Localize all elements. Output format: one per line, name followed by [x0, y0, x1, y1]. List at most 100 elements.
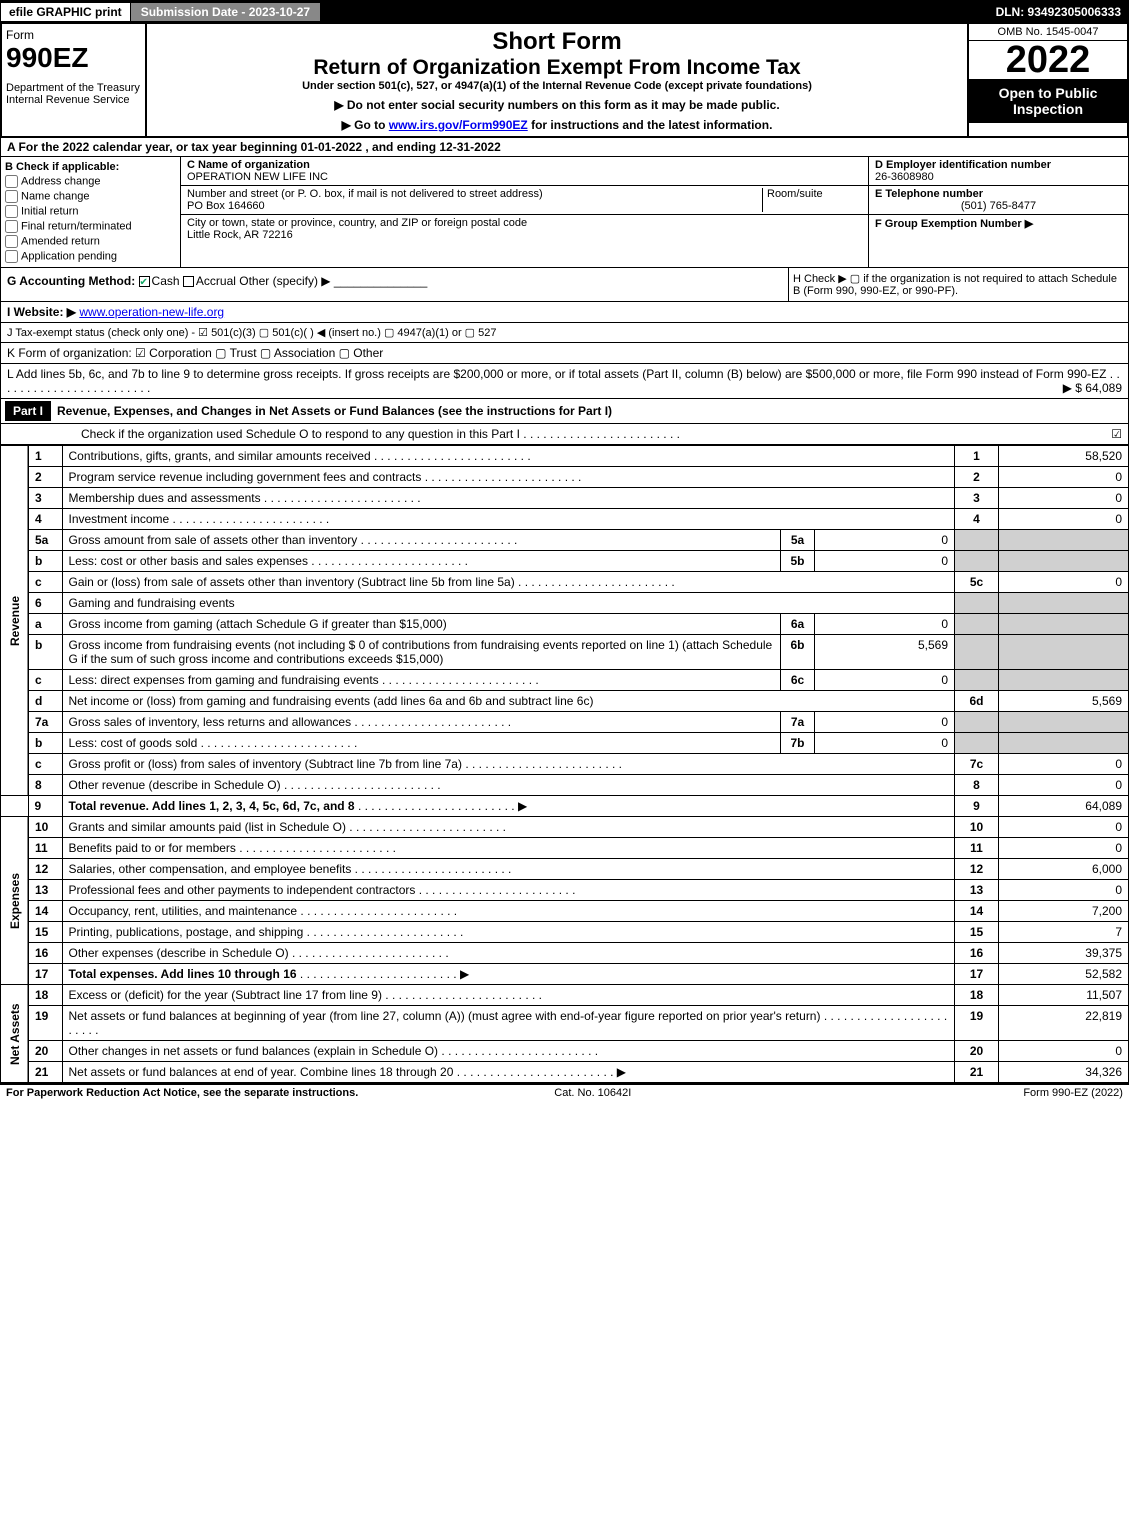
amount: 0 — [999, 467, 1129, 488]
chk-amended-return[interactable]: Amended return — [5, 235, 176, 248]
line-col: 18 — [955, 985, 999, 1006]
section-c: C Name of organization OPERATION NEW LIF… — [181, 157, 868, 267]
section-b: B Check if applicable: Address change Na… — [1, 157, 181, 267]
chk-name-change[interactable]: Name change — [5, 190, 176, 203]
row-num: b — [28, 551, 62, 572]
sub-value: 0 — [815, 614, 955, 635]
row-desc: Total revenue. Add lines 1, 2, 3, 4, 5c,… — [69, 799, 355, 813]
row-desc: Gross income from gaming (attach Schedul… — [62, 614, 781, 635]
table-row: 17Total expenses. Add lines 10 through 1… — [1, 964, 1129, 985]
row-desc: Grants and similar amounts paid (list in… — [69, 820, 506, 834]
footer-mid: Cat. No. 10642I — [554, 1087, 631, 1099]
row-num: 18 — [28, 985, 62, 1006]
chk-accrual[interactable] — [183, 276, 194, 287]
chk-application-pending[interactable]: Application pending — [5, 250, 176, 263]
sub-line: 6c — [781, 670, 815, 691]
inspection-badge: Open to Public Inspection — [969, 79, 1127, 123]
row-num: 2 — [28, 467, 62, 488]
g-h-block: G Accounting Method: Cash Accrual Other … — [0, 268, 1129, 302]
row-num: 9 — [28, 796, 62, 817]
l-amount: ▶ $ 64,089 — [1063, 381, 1122, 395]
expenses-side-label: Expenses — [1, 817, 29, 985]
footer-right: Form 990-EZ (2022) — [1023, 1087, 1123, 1099]
row-desc: Net assets or fund balances at beginning… — [69, 1009, 948, 1037]
line-col: 3 — [955, 488, 999, 509]
financial-table: Revenue 1Contributions, gifts, grants, a… — [0, 445, 1129, 1083]
amount: 0 — [999, 754, 1129, 775]
row-num: 17 — [28, 964, 62, 985]
addr-label: Number and street (or P. O. box, if mail… — [187, 188, 543, 200]
line-col: 9 — [955, 796, 999, 817]
chk-label: Initial return — [21, 205, 78, 217]
amount: 0 — [999, 775, 1129, 796]
irs-link[interactable]: www.irs.gov/Form990EZ — [389, 118, 528, 132]
table-row: Net Assets 18Excess or (deficit) for the… — [1, 985, 1129, 1006]
amount: 5,569 — [999, 691, 1129, 712]
table-row: 9 Total revenue. Add lines 1, 2, 3, 4, 5c… — [1, 796, 1129, 817]
table-row: 15Printing, publications, postage, and s… — [1, 922, 1129, 943]
sub-value: 0 — [815, 712, 955, 733]
amount: 0 — [999, 838, 1129, 859]
row-num: 21 — [28, 1062, 62, 1083]
line-col: 12 — [955, 859, 999, 880]
dept-label: Department of the Treasury — [6, 82, 141, 94]
amount: 64,089 — [999, 796, 1129, 817]
row-num: 1 — [28, 446, 62, 467]
group-exemption-label: F Group Exemption Number ▶ — [875, 218, 1033, 230]
b-label: B Check if applicable: — [5, 161, 176, 173]
inst2-pre: ▶ Go to — [342, 118, 389, 132]
section-h: H Check ▶ ▢ if the organization is not r… — [788, 268, 1128, 301]
row-num: b — [28, 635, 62, 670]
table-row: 3Membership dues and assessments30 — [1, 488, 1129, 509]
line-col: 17 — [955, 964, 999, 985]
amount: 52,582 — [999, 964, 1129, 985]
line-a: A For the 2022 calendar year, or tax yea… — [0, 138, 1129, 157]
line-col: 4 — [955, 509, 999, 530]
table-row: cGross profit or (loss) from sales of in… — [1, 754, 1129, 775]
row-desc: Salaries, other compensation, and employ… — [69, 862, 512, 876]
sub-value: 5,569 — [815, 635, 955, 670]
chk-final-return[interactable]: Final return/terminated — [5, 220, 176, 233]
l-text: L Add lines 5b, 6c, and 7b to line 9 to … — [7, 367, 1106, 381]
amount: 34,326 — [999, 1062, 1129, 1083]
c-name-label: C Name of organization — [187, 159, 310, 171]
row-num: 13 — [28, 880, 62, 901]
chk-cash[interactable] — [139, 276, 150, 287]
accrual-label: Accrual — [196, 274, 236, 288]
row-desc: Net assets or fund balances at end of ye… — [69, 1065, 614, 1079]
line-col: 15 — [955, 922, 999, 943]
table-row: 2Program service revenue including gover… — [1, 467, 1129, 488]
amount: 0 — [999, 817, 1129, 838]
row-num: 10 — [28, 817, 62, 838]
chk-initial-return[interactable]: Initial return — [5, 205, 176, 218]
row-num: 16 — [28, 943, 62, 964]
table-row: 12 Salaries, other compensation, and empl… — [1, 859, 1129, 880]
submission-date: Submission Date - 2023-10-27 — [131, 3, 320, 21]
line-col: 7c — [955, 754, 999, 775]
org-name: OPERATION NEW LIFE INC — [187, 171, 328, 183]
table-row: 4Investment income40 — [1, 509, 1129, 530]
irs-label: Internal Revenue Service — [6, 94, 141, 106]
row-desc: Professional fees and other payments to … — [69, 883, 576, 897]
row-desc: Gaming and fundraising events — [62, 593, 955, 614]
sub-value: 0 — [815, 530, 955, 551]
table-row: bLess: cost of goods sold7b0 — [1, 733, 1129, 754]
part-i-badge: Part I — [5, 401, 51, 421]
form-number: 990EZ — [6, 42, 141, 74]
table-row: 19Net assets or fund balances at beginni… — [1, 1006, 1129, 1041]
row-num: 5a — [28, 530, 62, 551]
i-label: I Website: ▶ — [7, 305, 76, 319]
line-col: 13 — [955, 880, 999, 901]
row-desc: Net income or (loss) from gaming and fun… — [62, 691, 955, 712]
amount: 58,520 — [999, 446, 1129, 467]
chk-address-change[interactable]: Address change — [5, 175, 176, 188]
website-link[interactable]: www.operation-new-life.org — [79, 305, 224, 319]
arrow-icon: ▶ — [617, 1065, 626, 1079]
efile-print-button[interactable]: efile GRAPHIC print — [0, 2, 131, 22]
sub-value: 0 — [815, 733, 955, 754]
row-desc: Gross sales of inventory, less returns a… — [69, 715, 512, 729]
line-col: 5c — [955, 572, 999, 593]
table-row: 16Other expenses (describe in Schedule O… — [1, 943, 1129, 964]
row-desc: Other revenue (describe in Schedule O) — [69, 778, 441, 792]
row-num: 15 — [28, 922, 62, 943]
